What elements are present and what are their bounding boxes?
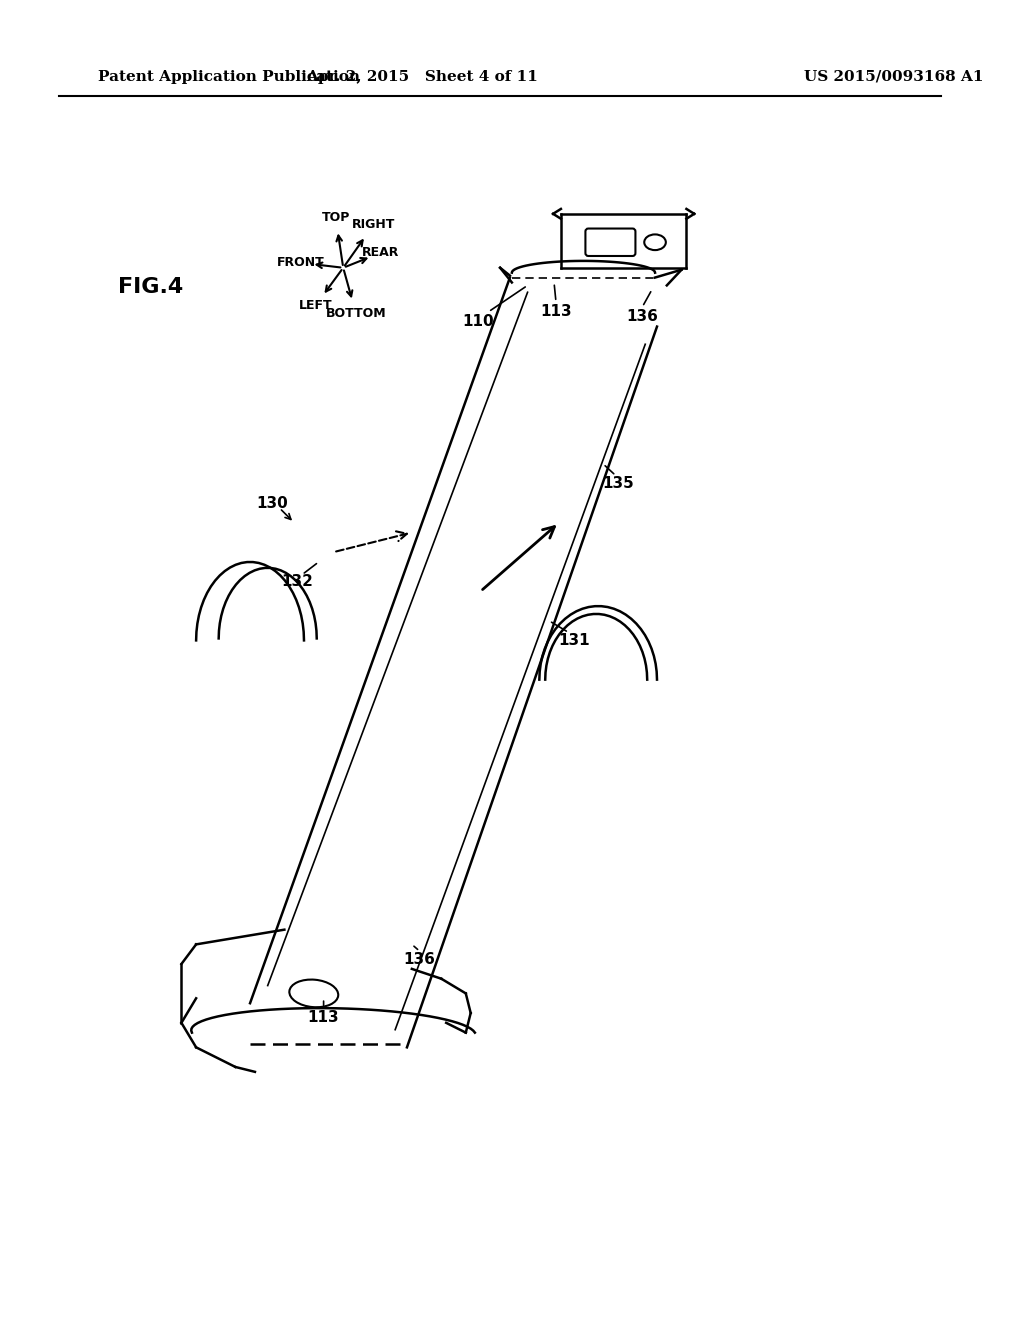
Text: Apr. 2, 2015   Sheet 4 of 11: Apr. 2, 2015 Sheet 4 of 11 xyxy=(306,70,538,83)
Text: 136: 136 xyxy=(627,309,658,325)
Text: TOP: TOP xyxy=(322,211,350,224)
Text: 130: 130 xyxy=(257,495,289,511)
Text: REAR: REAR xyxy=(362,246,399,259)
Text: 113: 113 xyxy=(541,305,571,319)
Text: 110: 110 xyxy=(463,314,495,329)
Text: 131: 131 xyxy=(558,632,590,648)
Text: 135: 135 xyxy=(602,477,634,491)
Text: BOTTOM: BOTTOM xyxy=(326,306,386,319)
Text: 132: 132 xyxy=(282,574,313,589)
Text: FIG.4: FIG.4 xyxy=(118,277,183,297)
Text: FRONT: FRONT xyxy=(276,256,325,269)
Text: 113: 113 xyxy=(308,1010,339,1026)
Text: 136: 136 xyxy=(403,952,435,966)
Text: RIGHT: RIGHT xyxy=(351,219,395,231)
Text: LEFT: LEFT xyxy=(299,300,333,312)
Text: US 2015/0093168 A1: US 2015/0093168 A1 xyxy=(804,70,984,83)
Text: Patent Application Publication: Patent Application Publication xyxy=(98,70,360,83)
